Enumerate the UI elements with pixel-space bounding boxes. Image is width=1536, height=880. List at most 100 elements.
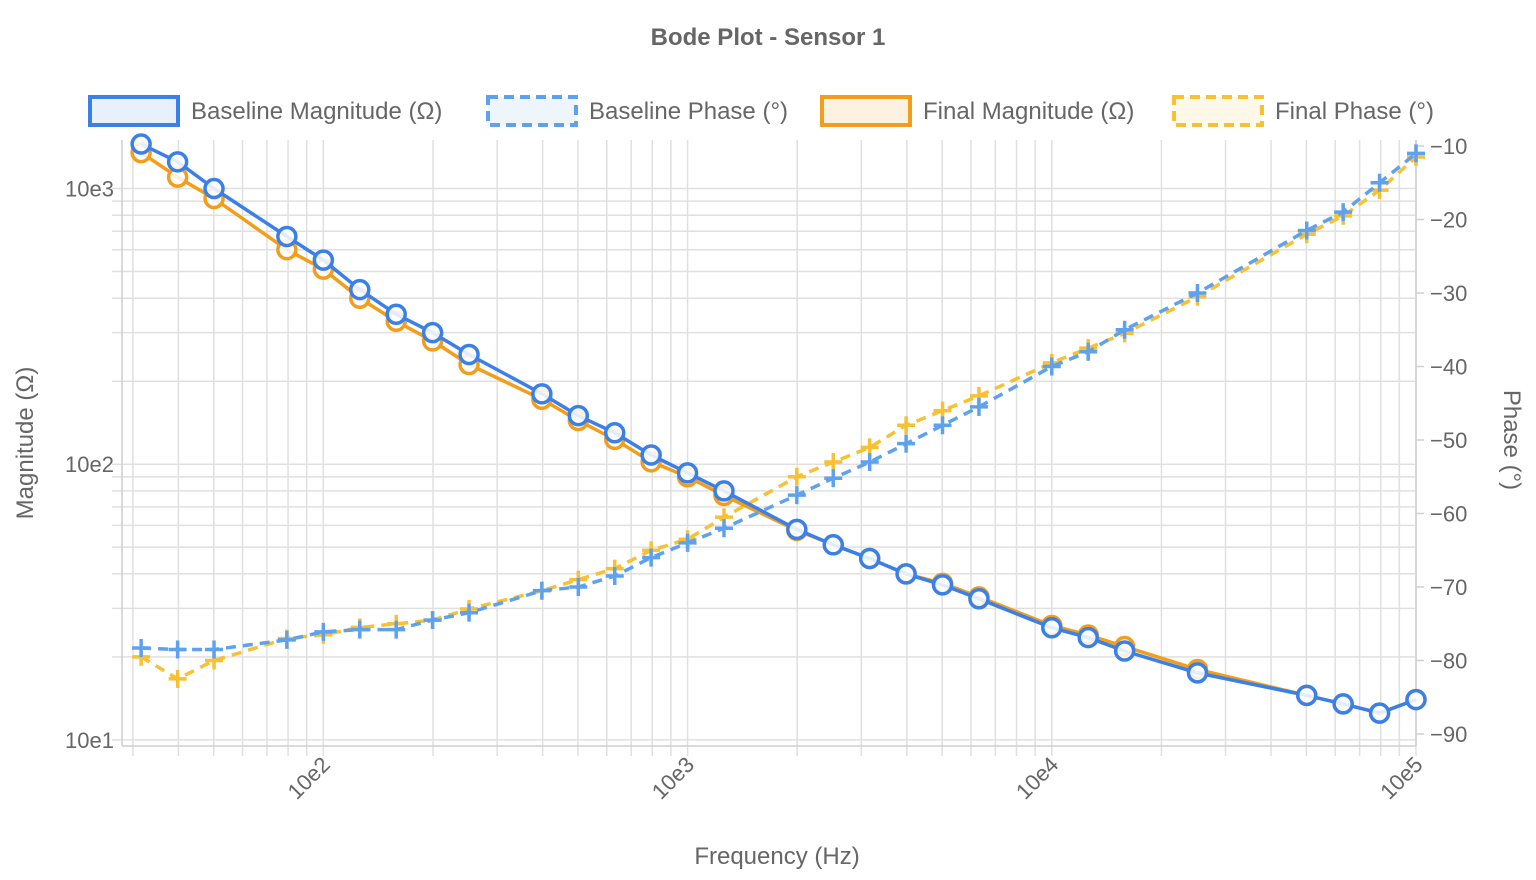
x-tick-label: 10e5: [1375, 752, 1427, 804]
data-point: [1405, 688, 1427, 711]
series-baseline-phase: [132, 144, 1425, 659]
data-point: [1041, 617, 1063, 639]
y-left-tick-label: 10e1: [65, 728, 114, 753]
data-point: [350, 620, 369, 639]
data-point: [168, 640, 187, 659]
y-right-tick-label: −30: [1430, 281, 1467, 306]
data-point: [642, 548, 661, 567]
y-left-axis-title: Magnitude (Ω): [12, 367, 39, 520]
y-right-tick-label: −60: [1430, 502, 1467, 527]
data-point: [968, 588, 990, 610]
chart-title: Bode Plot - Sensor 1: [651, 24, 886, 51]
data-point: [714, 519, 733, 538]
data-point: [895, 563, 917, 585]
data-point: [933, 416, 952, 435]
legend-label: Final Magnitude (Ω): [923, 98, 1134, 125]
data-point: [640, 444, 662, 466]
y-left-tick-label: 10e3: [65, 177, 114, 202]
data-point: [569, 578, 588, 596]
data-point: [1407, 144, 1425, 163]
y-right-axis-title: Phase (°): [1498, 390, 1525, 490]
data-point: [897, 416, 916, 435]
legend-label: Baseline Magnitude (Ω): [191, 98, 442, 125]
data-point: [1334, 203, 1353, 222]
data-point: [1297, 221, 1316, 240]
data-point: [1115, 320, 1134, 339]
data-point: [605, 566, 624, 585]
y-right-tick-label: −90: [1430, 722, 1467, 747]
data-point: [168, 669, 187, 688]
data-point: [132, 639, 151, 658]
series-baseline-magnitude: [130, 133, 1427, 724]
x-axis-title: Frequency (Hz): [694, 843, 859, 870]
data-point: [969, 397, 988, 416]
legend-label: Final Phase (°): [1275, 98, 1434, 125]
data-point: [205, 640, 224, 659]
legend-item: Baseline Phase (°): [486, 95, 788, 127]
data-point: [314, 622, 333, 641]
data-point: [1332, 693, 1354, 715]
data-point: [1186, 662, 1209, 684]
y-right-tick-label: −50: [1430, 428, 1467, 453]
series-line: [140, 155, 1418, 681]
data-point: [897, 434, 916, 453]
legend-item: Final Magnitude (Ω): [820, 95, 1134, 127]
data-point: [1370, 173, 1389, 192]
data-point: [860, 453, 879, 472]
y-right-tick-label: −70: [1430, 575, 1467, 600]
legend-swatch: [820, 95, 912, 127]
data-point: [277, 630, 296, 649]
data-point: [130, 133, 152, 155]
data-point: [276, 225, 298, 248]
y-right-tick-label: −80: [1430, 649, 1467, 674]
series-final-phase: [132, 148, 1425, 688]
data-point: [567, 404, 590, 427]
data-point: [458, 343, 480, 366]
data-point: [603, 422, 626, 444]
x-tick-label: 10e3: [647, 752, 699, 804]
legend-swatch: [1172, 95, 1264, 127]
data-point: [460, 603, 479, 622]
data-point: [676, 462, 699, 484]
data-point: [1079, 342, 1098, 361]
data-point: [531, 383, 553, 405]
data-point: [166, 151, 189, 173]
legend-item: Baseline Magnitude (Ω): [88, 95, 442, 127]
legend-swatch: [486, 95, 578, 127]
grid-layer: [112, 140, 1417, 756]
legend-swatch: [88, 95, 180, 127]
x-tick-label: 10e2: [283, 752, 335, 804]
data-point: [786, 518, 808, 541]
data-point: [858, 547, 881, 570]
data-point: [385, 303, 407, 325]
y-right-tick-label: −10: [1430, 134, 1467, 159]
legend-item: Final Phase (°): [1172, 95, 1434, 127]
data-point: [822, 534, 845, 556]
series-line: [141, 152, 1418, 652]
legend-label: Baseline Phase (°): [589, 98, 788, 125]
data-point: [787, 467, 806, 486]
series-line: [140, 151, 1417, 715]
data-point: [678, 533, 697, 552]
series-line: [140, 142, 1417, 715]
data-point: [203, 177, 225, 200]
y-left-tick-label: 10e2: [65, 452, 114, 477]
data-point: [387, 620, 406, 639]
data-point: [532, 581, 551, 600]
y-right-tick-label: −40: [1430, 355, 1467, 380]
axes-layer: 10e2 10e3 10e4 10e5 10e1 10e2 10e3 −10 −20 −30 −40…: [65, 134, 1467, 804]
data-point: [1368, 702, 1391, 724]
x-tick-label: 10e4: [1011, 752, 1063, 804]
data-point: [1188, 284, 1207, 302]
series-layer: [130, 133, 1427, 724]
data-point: [421, 321, 444, 344]
data-point: [824, 453, 843, 472]
data-point: [1042, 357, 1061, 376]
data-point: [713, 480, 735, 502]
data-point: [312, 249, 335, 271]
y-right-tick-label: −20: [1430, 208, 1467, 233]
data-point: [349, 278, 371, 301]
data-point: [787, 486, 806, 505]
legend: Baseline Magnitude (Ω) Baseline Phase (°)…: [88, 95, 1434, 127]
